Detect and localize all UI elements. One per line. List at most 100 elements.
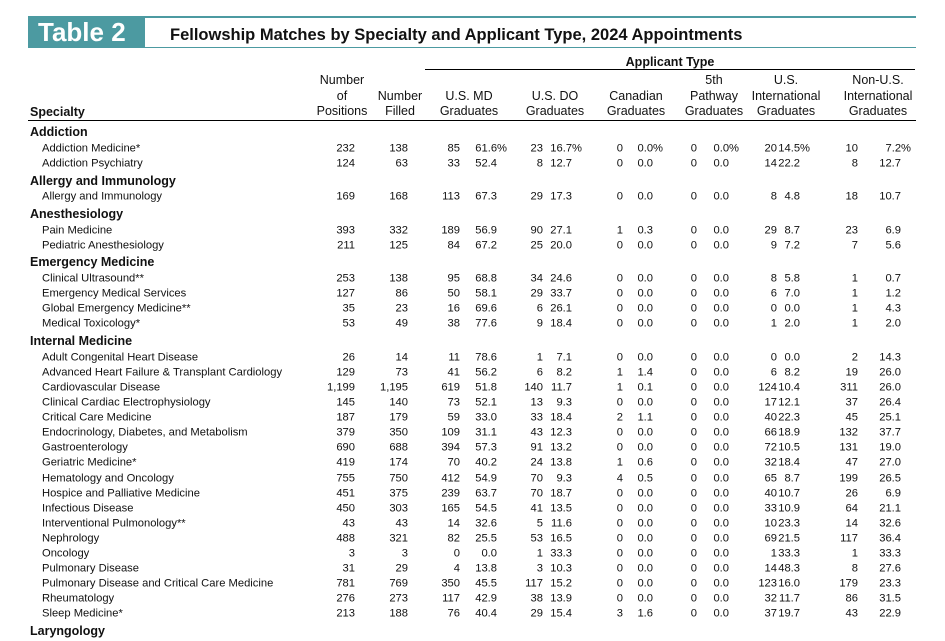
table-cell: 49 [395, 317, 408, 330]
table-cell: 43 [342, 517, 355, 530]
table-cell: 11.7 [551, 381, 572, 394]
table-cell: 0.0 [637, 426, 653, 439]
table-cell: 27.0 [879, 456, 901, 469]
table-cell: 1.2 [885, 287, 901, 300]
table-cell: 0.0 [713, 396, 729, 409]
table-cell: 188 [389, 607, 408, 620]
table-cell: 38 [530, 592, 543, 605]
table-cell: 1 [536, 351, 543, 364]
table-cell: 165 [441, 502, 460, 515]
specialty-name: Pain Medicine [42, 223, 113, 236]
table-cell: 169 [336, 190, 355, 203]
table-cell: 26.0 [879, 381, 901, 394]
table-cell: 3 [401, 547, 408, 560]
table-cell: 52.1 [475, 396, 497, 409]
table-cell: 72 [764, 441, 777, 454]
table-cell: 0.0 [713, 223, 729, 236]
table-cell: 35 [342, 302, 355, 315]
specialty-name: Cardiovascular Disease [42, 381, 161, 394]
group-header: Anesthesiology [30, 206, 124, 221]
table-cell: 26 [342, 351, 355, 364]
specialty-name: Addiction Medicine* [42, 141, 141, 154]
group-header: Allergy and Immunology [30, 173, 176, 188]
column-header: Graduates [606, 103, 666, 118]
table-cell: 211 [337, 238, 355, 251]
table-cell: 1 [770, 547, 777, 560]
table-cell: 0 [690, 157, 697, 170]
table-cell: 10 [845, 141, 858, 154]
table-cell: 350 [389, 426, 408, 439]
table-cell: 0 [690, 396, 697, 409]
column-header: Number [319, 72, 365, 87]
column-header: U.S. DO [531, 88, 579, 103]
column-header: Positions [316, 103, 368, 118]
table-cell: 1 [616, 366, 623, 379]
table-cell: 117 [525, 577, 543, 590]
group-header: Emergency Medicine [30, 255, 155, 270]
table-cell: 77.6 [475, 317, 497, 330]
specialty-name: Sleep Medicine* [42, 607, 123, 620]
specialty-name: Nephrology [42, 532, 100, 545]
table-cell: 1 [616, 456, 623, 469]
table-cell: 0.5 [637, 471, 653, 484]
table-cell: 0.0 [713, 607, 729, 620]
specialty-name: Gastroenterology [42, 441, 128, 454]
table-cell: 199 [839, 471, 858, 484]
table-cell: 0.0 [713, 456, 729, 469]
table-cell: 33 [447, 157, 460, 170]
table-cell: 59 [447, 411, 460, 424]
table-cell: 4.3 [885, 302, 901, 315]
table-cell: 95 [447, 272, 460, 285]
table-cell: 412 [441, 471, 460, 484]
table-cell: 51.8 [475, 381, 497, 394]
table-cell: 138 [389, 141, 408, 154]
table-cell: 0.0 [713, 190, 729, 203]
column-header: Graduates [756, 103, 816, 118]
table-cell: 64 [845, 502, 858, 515]
table-cell: 0.0 [713, 471, 729, 484]
table-cell: 7.0 [784, 287, 800, 300]
table-cell: 1 [851, 547, 858, 560]
table-cell: 25 [530, 238, 543, 251]
table-label-box [28, 17, 145, 48]
table-cell: 1 [851, 272, 858, 285]
specialty-name: Clinical Ultrasound** [42, 272, 144, 285]
table-cell: 0.0 [713, 238, 729, 251]
table-cell: 15.4 [550, 607, 572, 620]
table-cell: 1 [851, 287, 858, 300]
table-cell: 32 [764, 456, 777, 469]
table-cell: 0.0 [713, 157, 729, 170]
table-cell: 0.0 [637, 502, 653, 515]
table-cell: 0.0 [637, 157, 653, 170]
table-cell: 332 [389, 223, 408, 236]
table-cell: 0 [690, 502, 697, 515]
table-cell: 0 [616, 441, 623, 454]
table-cell: 0.6 [637, 456, 653, 469]
specialty-name: Global Emergency Medicine** [42, 302, 191, 315]
table-cell: 6 [536, 302, 543, 315]
table-cell: 0.7 [885, 272, 901, 285]
table-cell: 0 [690, 471, 697, 484]
table-cell: 8 [770, 190, 777, 203]
table-cell: 179 [389, 411, 408, 424]
table-cell: 0 [690, 592, 697, 605]
table-cell: 253 [336, 272, 355, 285]
table-cell: 0 [690, 190, 697, 203]
table-cell: 8 [536, 157, 543, 170]
table-cell: 311 [840, 381, 858, 394]
table-cell: 69 [764, 532, 777, 545]
table-cell: 6 [770, 366, 777, 379]
table-cell: 45.5 [475, 577, 497, 590]
table-cell: 0.0 [637, 486, 653, 499]
table-cell: 85 [447, 141, 460, 154]
table-cell: 0.0 [637, 532, 653, 545]
column-header: Graduates [525, 103, 585, 118]
table-cell: 2.0 [885, 317, 901, 330]
table-cell: 47 [845, 456, 858, 469]
table-cell: 0.0 [713, 441, 729, 454]
table-cell: 63.7 [475, 486, 497, 499]
specialty-name: Addiction Psychiatry [42, 157, 143, 170]
column-header: Canadian [609, 88, 663, 103]
table-cell: 58.1 [475, 287, 497, 300]
table-cell: 131 [839, 441, 858, 454]
